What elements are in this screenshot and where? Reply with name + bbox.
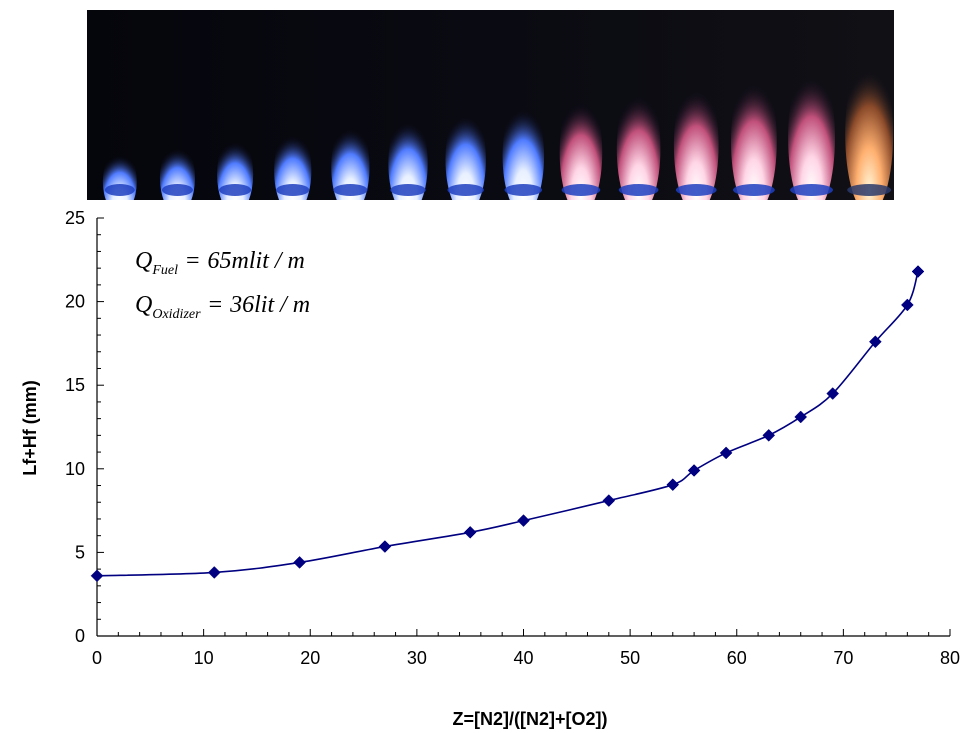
oxidizer-operator: = — [209, 292, 223, 318]
flame-base — [618, 184, 659, 196]
flame-base — [732, 184, 775, 196]
flame-base — [161, 184, 194, 196]
flame — [217, 134, 254, 200]
svg-text:QFuel=65mlit / m: QFuel = 65mlit / m — [135, 248, 305, 278]
flame — [331, 119, 370, 200]
flame-base — [790, 184, 833, 196]
y-tick-label: 10 — [65, 459, 85, 479]
x-tick-label: 10 — [194, 648, 214, 668]
fuel-operator: = — [186, 248, 200, 274]
flame-base — [390, 184, 426, 196]
y-tick-label: 20 — [65, 292, 85, 312]
flame-base — [675, 184, 717, 196]
data-point-marker — [293, 556, 306, 569]
x-tick-label: 60 — [727, 648, 747, 668]
flame — [559, 90, 603, 200]
fuel-symbol: Q — [135, 248, 152, 274]
data-point-marker — [90, 569, 104, 583]
flame-base — [447, 184, 484, 196]
fuel-value: 65mlit / m — [208, 248, 305, 274]
flame — [502, 97, 545, 200]
x-tick-label: 20 — [300, 648, 320, 668]
data-point-marker — [378, 540, 392, 553]
flame-photo-strip — [87, 10, 894, 200]
data-point-marker — [794, 410, 808, 424]
fuel-subscript: Fuel — [151, 263, 178, 278]
flame-base — [333, 184, 368, 196]
x-tick-label: 80 — [940, 648, 960, 668]
flame-base — [104, 184, 135, 196]
oxidizer-value: 36lit / m — [229, 292, 310, 318]
data-point-marker — [826, 387, 840, 400]
data-point-marker — [207, 566, 221, 579]
oxidizer-symbol: Q — [135, 292, 152, 318]
y-tick-label: 5 — [75, 542, 85, 562]
flame — [730, 68, 777, 200]
data-point-marker — [602, 494, 616, 507]
y-tick-label: 0 — [75, 626, 85, 646]
flame — [788, 61, 835, 200]
fuel-flow-annotation: QFuel = 65mlit / m — [135, 248, 305, 278]
x-tick-label: 70 — [833, 648, 853, 668]
data-point-marker — [517, 514, 530, 527]
oxidizer-flow-annotation: QOxidizer = 36lit / m — [135, 292, 310, 322]
x-tick-label: 30 — [407, 648, 427, 668]
data-point-marker — [666, 478, 680, 492]
flame-base — [561, 184, 601, 196]
x-tick-label: 50 — [620, 648, 640, 668]
data-point-marker — [911, 265, 925, 278]
x-axis-title: Z=[N2]/([N2]+[O2]) — [452, 709, 607, 729]
y-tick-label: 15 — [65, 375, 85, 395]
flame-base — [504, 184, 543, 196]
y-axis-title: Lf+Hf (mm) — [20, 380, 40, 476]
chart-axes — [96, 218, 950, 637]
flame-base — [276, 184, 310, 196]
flame — [616, 83, 661, 200]
flame — [274, 127, 312, 200]
flame-base — [219, 184, 252, 196]
data-point-marker — [687, 464, 701, 477]
data-point-marker — [463, 525, 477, 539]
flame — [673, 75, 719, 200]
data-point-marker — [719, 446, 733, 460]
data-point-marker — [762, 429, 776, 442]
oxidizer-subscript: Oxidizer — [152, 307, 201, 322]
flame — [845, 54, 894, 200]
series-markers — [90, 265, 925, 583]
flame — [388, 112, 428, 200]
chart-ticks: 0 5 10 15 20 25 0 10 20 30 40 50 60 70 80 — [65, 208, 960, 668]
data-point-marker — [900, 298, 914, 312]
flame-base — [847, 184, 892, 196]
x-tick-label: 40 — [513, 648, 533, 668]
x-tick-label: 0 — [92, 648, 102, 668]
flame — [445, 105, 486, 200]
y-tick-label: 25 — [65, 208, 85, 228]
svg-text:QOxidizer=36lit / m: QOxidizer = 36lit / m — [135, 292, 310, 322]
data-point-marker — [869, 335, 882, 349]
